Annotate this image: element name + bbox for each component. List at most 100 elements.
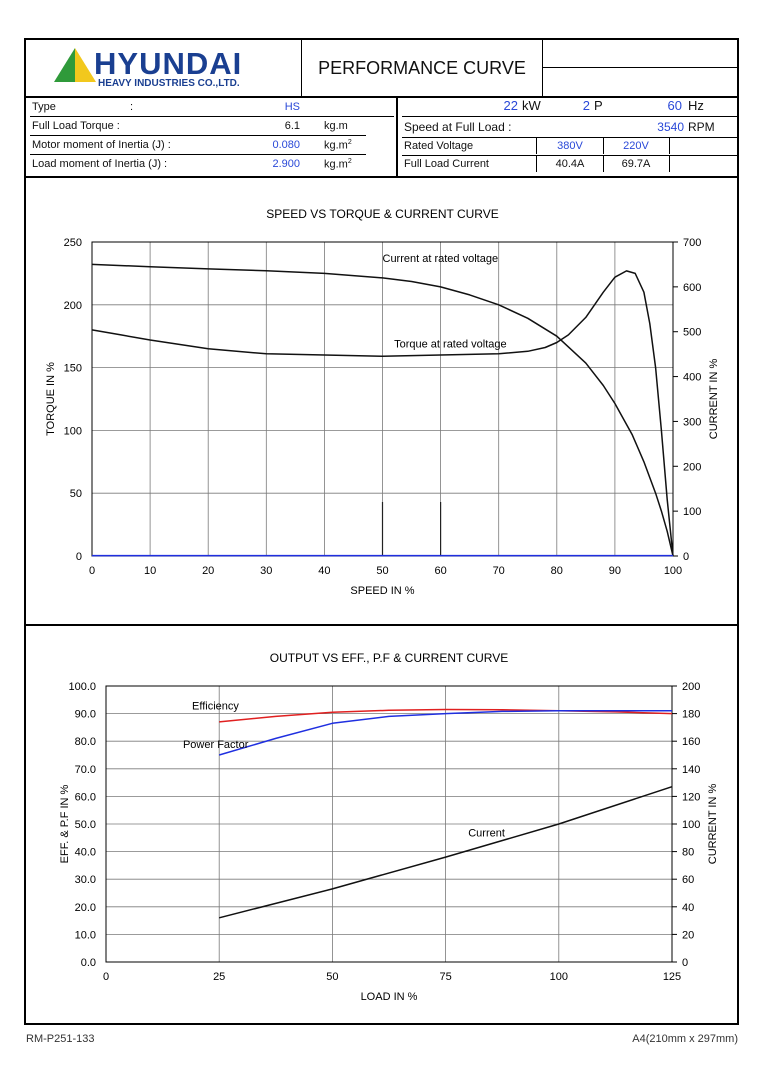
y2-tick-label: 200 xyxy=(683,461,701,473)
y2-tick-label: 100 xyxy=(683,506,701,518)
speed-label: Speed at Full Load : xyxy=(404,120,512,134)
poles-value: 2 xyxy=(582,98,590,113)
y-axis-label: TORQUE IN % xyxy=(45,362,57,436)
spec-row-motor-inertia: Motor moment of Inertia (J) : 0.080 kg.m… xyxy=(30,136,366,155)
output-efficiency-chart: OUTPUT VS EFF., P.F & CURRENT CURVE 0 25 50… xyxy=(26,626,737,1024)
y-tick-label: 50.0 xyxy=(75,819,96,831)
datasheet-frame: HYUNDAI HEAVY INDUSTRIES CO.,LTD. PERFOR… xyxy=(24,38,739,1025)
y-tick-label: 10.0 xyxy=(75,929,96,941)
voltage-380: 380V xyxy=(536,138,604,154)
x-tick-label: 0 xyxy=(103,971,109,983)
y-tick-label: 0 xyxy=(76,551,82,563)
brand-name: HYUNDAI xyxy=(94,46,243,81)
y-tick-label: 150 xyxy=(64,363,82,375)
x-tick-label: 100 xyxy=(664,565,682,577)
y2-tick-label: 40 xyxy=(682,902,694,914)
y2-tick-label: 500 xyxy=(683,327,701,339)
paper-size: A4(210mm x 297mm) xyxy=(632,1033,738,1045)
y-tick-label: 90.0 xyxy=(75,709,96,721)
y2-tick-label: 20 xyxy=(682,929,694,941)
current-380: 40.4A xyxy=(536,156,604,172)
y2-tick-label: 60 xyxy=(682,874,694,886)
motor-inertia-label: Motor moment of Inertia (J) : xyxy=(32,139,171,151)
plot-area xyxy=(105,685,673,963)
x-tick-label: 40 xyxy=(318,565,330,577)
y-tick-label: 20.0 xyxy=(75,902,96,914)
x-tick-label: 0 xyxy=(89,565,95,577)
speed-torque-chart-svg: SPEED VS TORQUE & CURRENT CURVE 0 10 20 30 40… xyxy=(45,207,720,597)
brand-subtitle: HEAVY INDUSTRIES CO.,LTD. xyxy=(98,78,240,89)
y2-tick-label: 100 xyxy=(682,819,700,831)
spec-row-type: Type : HS xyxy=(30,98,394,117)
x-tick-label: 20 xyxy=(202,565,214,577)
y-tick-label: 200 xyxy=(64,300,82,312)
series-label: Power Factor xyxy=(183,739,249,751)
power-unit: kW xyxy=(522,98,541,113)
spec-row-load-inertia: Load moment of Inertia (J) : 2.900 kg.m2 xyxy=(30,155,366,173)
x-tick-label: 25 xyxy=(213,971,225,983)
x-tick-label: 50 xyxy=(326,971,338,983)
x-axis-label: SPEED IN % xyxy=(350,585,414,597)
y2-axis-label: CURRENT IN % xyxy=(708,359,720,440)
y-tick-label: 60.0 xyxy=(75,791,96,803)
document-number: RM-P251-133 xyxy=(26,1033,95,1045)
speed-row: Speed at Full Load : 3540 RPM xyxy=(402,116,737,138)
y2-tick-label: 160 xyxy=(682,736,700,748)
type-separator: : xyxy=(130,101,134,113)
y2-tick-label: 700 xyxy=(683,237,701,249)
voltage-row: Rated Voltage 380V 220V xyxy=(402,138,737,156)
chart-title: SPEED VS TORQUE & CURRENT CURVE xyxy=(266,207,499,221)
y2-tick-label: 200 xyxy=(682,681,700,693)
series-line xyxy=(91,270,674,557)
y-tick-label: 0.0 xyxy=(81,957,96,969)
y2-tick-label: 0 xyxy=(683,551,689,563)
y2-tick-label: 120 xyxy=(682,791,700,803)
y2-tick-label: 300 xyxy=(683,416,701,428)
y2-tick-label: 600 xyxy=(683,282,701,294)
full-load-current-label: Full Load Current xyxy=(404,158,489,170)
frequency-value: 60 xyxy=(667,98,682,113)
x-tick-label: 70 xyxy=(493,565,505,577)
load-inertia-value: 2.900 xyxy=(272,158,300,170)
y-tick-label: 30.0 xyxy=(75,874,96,886)
voltage-220: 220V xyxy=(603,138,670,154)
spec-left: Type : HS Full Load Torque : 6.1 kg.m Mo… xyxy=(26,96,398,176)
series-label: Torque at rated voltage xyxy=(394,339,507,351)
chart-title: OUTPUT VS EFF., P.F & CURRENT CURVE xyxy=(270,651,509,665)
frequency-unit: Hz xyxy=(688,98,704,113)
x-tick-label: 125 xyxy=(663,971,681,983)
load-inertia-label: Load moment of Inertia (J) : xyxy=(32,158,168,170)
y-tick-label: 250 xyxy=(64,237,82,249)
rated-voltage-label: Rated Voltage xyxy=(404,140,474,152)
torque-label: Full Load Torque : xyxy=(32,120,120,132)
spec-table: Type : HS Full Load Torque : 6.1 kg.m Mo… xyxy=(26,96,737,178)
y2-tick-label: 0 xyxy=(682,957,688,969)
load-inertia-unit: kg.m2 xyxy=(324,158,352,171)
motor-inertia-unit: kg.m2 xyxy=(324,139,352,152)
series-line xyxy=(218,710,672,756)
y-tick-label: 50 xyxy=(70,488,82,500)
speed-value: 3540 xyxy=(657,120,684,134)
torque-unit: kg.m xyxy=(324,120,348,132)
revision-box xyxy=(543,40,737,96)
y2-tick-label: 140 xyxy=(682,764,700,776)
torque-value: 6.1 xyxy=(284,120,300,132)
x-tick-label: 50 xyxy=(376,565,388,577)
current-220: 69.7A xyxy=(603,156,670,172)
spec-row-torque: Full Load Torque : 6.1 kg.m xyxy=(30,117,366,136)
x-tick-label: 75 xyxy=(439,971,451,983)
y-tick-label: 40.0 xyxy=(75,847,96,859)
output-efficiency-chart-svg: OUTPUT VS EFF., P.F & CURRENT CURVE 0 25 50… xyxy=(59,651,719,1003)
spec-right: 22 kW 2 P 60 Hz Speed at Full Load : 354… xyxy=(398,96,737,176)
y2-tick-label: 80 xyxy=(682,847,694,859)
x-tick-label: 60 xyxy=(434,565,446,577)
y-axis-label: EFF. & P.F IN % xyxy=(59,784,71,863)
series-line xyxy=(219,785,673,919)
motor-inertia-value: 0.080 xyxy=(272,139,300,151)
power-value: 22 xyxy=(503,98,518,113)
x-tick-label: 90 xyxy=(609,565,621,577)
x-tick-label: 100 xyxy=(550,971,568,983)
hyundai-triangle-icon xyxy=(54,48,96,82)
type-label: Type xyxy=(32,101,56,113)
type-value: HS xyxy=(284,101,300,113)
